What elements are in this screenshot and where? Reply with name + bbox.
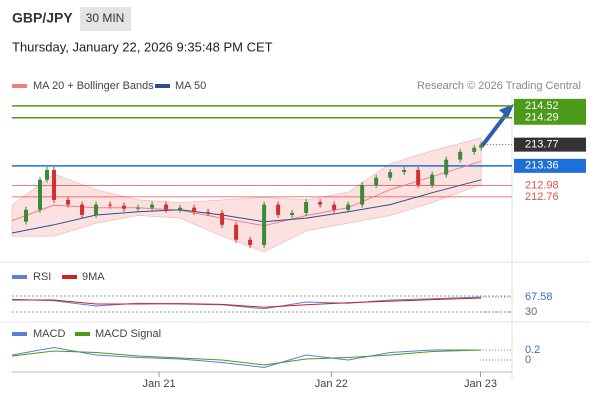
candle-body: [164, 204, 169, 210]
current-price-box: [514, 137, 586, 152]
level-label: 212.98: [525, 179, 559, 191]
candle-body: [192, 207, 197, 212]
y-tick-label: 0: [525, 354, 531, 366]
level-label: 214.52: [525, 100, 559, 112]
legend-swatch: [75, 332, 90, 336]
candle-body: [80, 204, 85, 215]
legend-label: RSI: [33, 271, 51, 283]
ma-line: [11, 160, 482, 227]
timeframe[interactable]: 30 MIN: [86, 11, 125, 25]
candle-body: [38, 179, 43, 210]
candle-body: [290, 212, 295, 215]
candle-body: [402, 169, 407, 173]
candle-body: [136, 207, 141, 209]
candle-body: [52, 169, 57, 200]
candle-body: [360, 184, 365, 205]
candle-body: [66, 199, 71, 205]
candle-body: [430, 174, 435, 185]
level-label: 212.76: [525, 191, 559, 203]
y-tick-label: 0.2: [525, 344, 540, 356]
candle-body: [346, 204, 351, 210]
bollinger-band: [11, 137, 482, 252]
candle-body: [108, 204, 113, 206]
legend-swatch: [12, 275, 27, 279]
legend-swatch: [12, 332, 27, 336]
legend-swatch: [155, 84, 170, 88]
timeframe-box[interactable]: [80, 7, 131, 31]
x-tick-label: Jan 23: [464, 378, 497, 390]
candle-body: [332, 204, 337, 210]
candle-body: [220, 212, 225, 225]
legend-label: MA 50: [175, 80, 206, 92]
chart-title: GBP/JPY: [12, 10, 73, 26]
candle-body: [178, 207, 183, 210]
candle-body: [234, 224, 239, 240]
rsi-line: [12, 297, 482, 308]
rsi-line: [11, 296, 482, 310]
y-tick-label: 30: [525, 306, 537, 318]
candle-body: [374, 177, 379, 185]
candle-body: [479, 144, 484, 148]
legend-label: MA 20 + Bollinger Bands: [33, 80, 154, 92]
source: Research © 2026 Trading Central: [417, 80, 581, 92]
legend-swatch: [62, 275, 77, 279]
candle-body: [444, 159, 449, 175]
candle-body: [45, 169, 50, 180]
candle-body: [388, 172, 393, 178]
subtitle: Thursday, January 22, 2026 9:35:48 PM CE…: [12, 39, 273, 54]
candle-body: [458, 151, 463, 160]
candle-body: [304, 202, 309, 213]
candle-body: [416, 169, 421, 185]
level-label-box: [514, 98, 586, 113]
legend-swatch: [12, 84, 27, 88]
level-label-box: [514, 158, 586, 173]
candle-body: [276, 204, 281, 215]
candle-body: [94, 204, 99, 215]
x-tick-label: Jan 22: [315, 378, 348, 390]
macd-line: [11, 349, 482, 366]
current-price-label: 213.77: [525, 139, 559, 151]
macd-line: [11, 346, 482, 369]
candle-body: [150, 204, 155, 208]
legend-label: MACD: [33, 328, 65, 340]
level-label-box: [514, 110, 586, 125]
level-label: 214.29: [525, 112, 559, 124]
candle-body: [122, 205, 127, 209]
candle-body: [472, 147, 477, 152]
forecast-arrowhead: [499, 104, 514, 118]
legend-label: 9MA: [82, 271, 105, 283]
x-tick-label: Jan 21: [143, 378, 176, 390]
legend-label: MACD Signal: [95, 328, 161, 340]
ma-line: [11, 179, 482, 234]
candle-body: [206, 211, 211, 213]
candle-body: [24, 209, 29, 222]
candle-body: [262, 204, 267, 245]
level-label: 213.36: [525, 160, 559, 172]
candle-body: [318, 202, 323, 205]
candle-body: [248, 239, 253, 245]
y-tick-label: 67.58: [525, 291, 553, 303]
